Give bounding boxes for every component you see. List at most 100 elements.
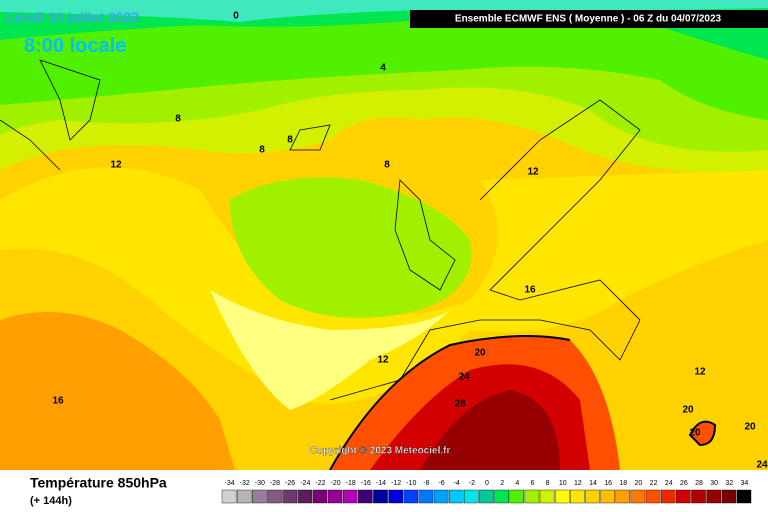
field-yellow — [0, 167, 768, 404]
contour-label: 20 — [689, 428, 701, 439]
contour-label: 20 — [744, 422, 756, 433]
contour-label: 16 — [524, 285, 536, 296]
legend-swatch — [464, 489, 479, 504]
legend-swatch — [433, 489, 449, 504]
contour-label: 20 — [474, 348, 486, 359]
legend-label: 34 — [741, 480, 749, 487]
legend-swatch — [691, 489, 706, 504]
legend-label: 2 — [500, 480, 504, 487]
legend-swatch — [252, 489, 267, 504]
legend-label: 0 — [485, 480, 489, 487]
legend-label: -6 — [438, 480, 444, 487]
legend-label: -14 — [376, 480, 386, 487]
forecast-time: 8:00 locale — [24, 35, 126, 57]
legend-swatch — [494, 489, 509, 504]
legend-swatch — [600, 489, 615, 504]
contour-label: 4 — [380, 63, 386, 74]
legend-label: -24 — [300, 480, 310, 487]
contour-label: 12 — [694, 367, 706, 378]
legend-swatch — [570, 489, 585, 504]
color-legend: -34 -32 -30 -28 -26 -24 -22 -20 -18 -16 -14 -12 -10-… — [221, 480, 752, 504]
legend-swatch — [418, 489, 434, 504]
legend-label: 4 — [515, 480, 519, 487]
field-teal — [0, 0, 768, 22]
legend-swatch — [524, 489, 540, 504]
legend-swatch — [706, 489, 721, 504]
legend-swatch — [267, 489, 282, 504]
legend-swatch — [479, 489, 494, 504]
coastline — [0, 59, 641, 401]
legend-swatch — [282, 489, 297, 504]
contour-label: 24 — [458, 372, 470, 383]
isotherm — [329, 335, 571, 471]
field-pale — [210, 290, 450, 410]
legend-swatch — [660, 489, 676, 504]
legend-swatch — [373, 489, 388, 504]
footer-title: Température 850hPa — [30, 475, 167, 491]
legend-swatch — [736, 489, 752, 504]
forecast-date: Lundi 10 juillet 2023 — [6, 9, 139, 25]
legend-swatch — [312, 489, 328, 504]
model-info: Ensemble ECMWF ENS ( Moyenne ) - 06 Z du… — [455, 14, 722, 25]
legend-label: 10 — [559, 480, 567, 487]
contour-label: 20 — [682, 405, 694, 416]
legend-swatch — [554, 489, 570, 504]
legend-label: -2 — [469, 480, 475, 487]
contour-labels: 0 4 8 8 8 8 12 12 12 12 16 16 20 20 20 20 24 24 28 — [52, 11, 768, 471]
legend-swatch — [721, 489, 737, 504]
legend-label: -8 — [423, 480, 429, 487]
field-maroon — [420, 390, 560, 470]
field-warm — [0, 312, 235, 470]
legend-label: -18 — [346, 480, 356, 487]
legend-label: -10 — [406, 480, 416, 487]
legend-label: 24 — [665, 480, 673, 487]
field-green-blob — [230, 177, 472, 318]
copyright: Copyright © 2023 Meteociel.fr — [310, 446, 451, 457]
legend-swatch — [297, 489, 313, 504]
legend-label: 14 — [589, 480, 597, 487]
legend-label: 12 — [574, 480, 582, 487]
contour-label: 8 — [287, 135, 293, 146]
legend-swatch — [388, 489, 403, 504]
legend-swatch — [403, 489, 419, 504]
legend-swatch — [221, 489, 237, 504]
contour-label: 12 — [110, 160, 122, 171]
legend-swatch — [630, 489, 646, 504]
contour-label: 12 — [377, 355, 389, 366]
legend-label: 26 — [680, 480, 688, 487]
contour-label: 28 — [454, 399, 466, 410]
legend-label: -26 — [285, 480, 295, 487]
legend-swatch — [509, 489, 525, 504]
legend-label: -28 — [270, 480, 280, 487]
legend-label: 8 — [546, 480, 550, 487]
contour-label: 16 — [52, 396, 64, 407]
legend-swatch — [358, 489, 373, 504]
contour-label: 8 — [175, 114, 181, 125]
legend-label: 22 — [650, 480, 658, 487]
legend-swatch — [585, 489, 600, 504]
legend-label: 32 — [725, 480, 733, 487]
forecast-lead: (+ 144h) — [30, 495, 72, 507]
isotherm — [688, 420, 717, 447]
legend-swatch — [539, 489, 555, 504]
contour-label: 8 — [259, 145, 265, 156]
legend-label: -20 — [331, 480, 341, 487]
contour-label: 8 — [384, 160, 390, 171]
legend-swatch — [615, 489, 631, 504]
legend-swatch — [645, 489, 661, 504]
legend-label: 16 — [604, 480, 612, 487]
legend-label: -16 — [361, 480, 371, 487]
legend-swatch — [236, 489, 252, 504]
legend-label: 28 — [695, 480, 703, 487]
model-banner — [410, 10, 768, 28]
legend-label: -4 — [454, 480, 460, 487]
contour-label: 12 — [527, 167, 539, 178]
legend-label: -22 — [315, 480, 325, 487]
legend-label: 20 — [635, 480, 643, 487]
field-bright-green — [0, 0, 768, 120]
legend-label: 18 — [619, 480, 627, 487]
contour-label: 0 — [233, 11, 239, 22]
legend-swatch — [342, 489, 358, 504]
